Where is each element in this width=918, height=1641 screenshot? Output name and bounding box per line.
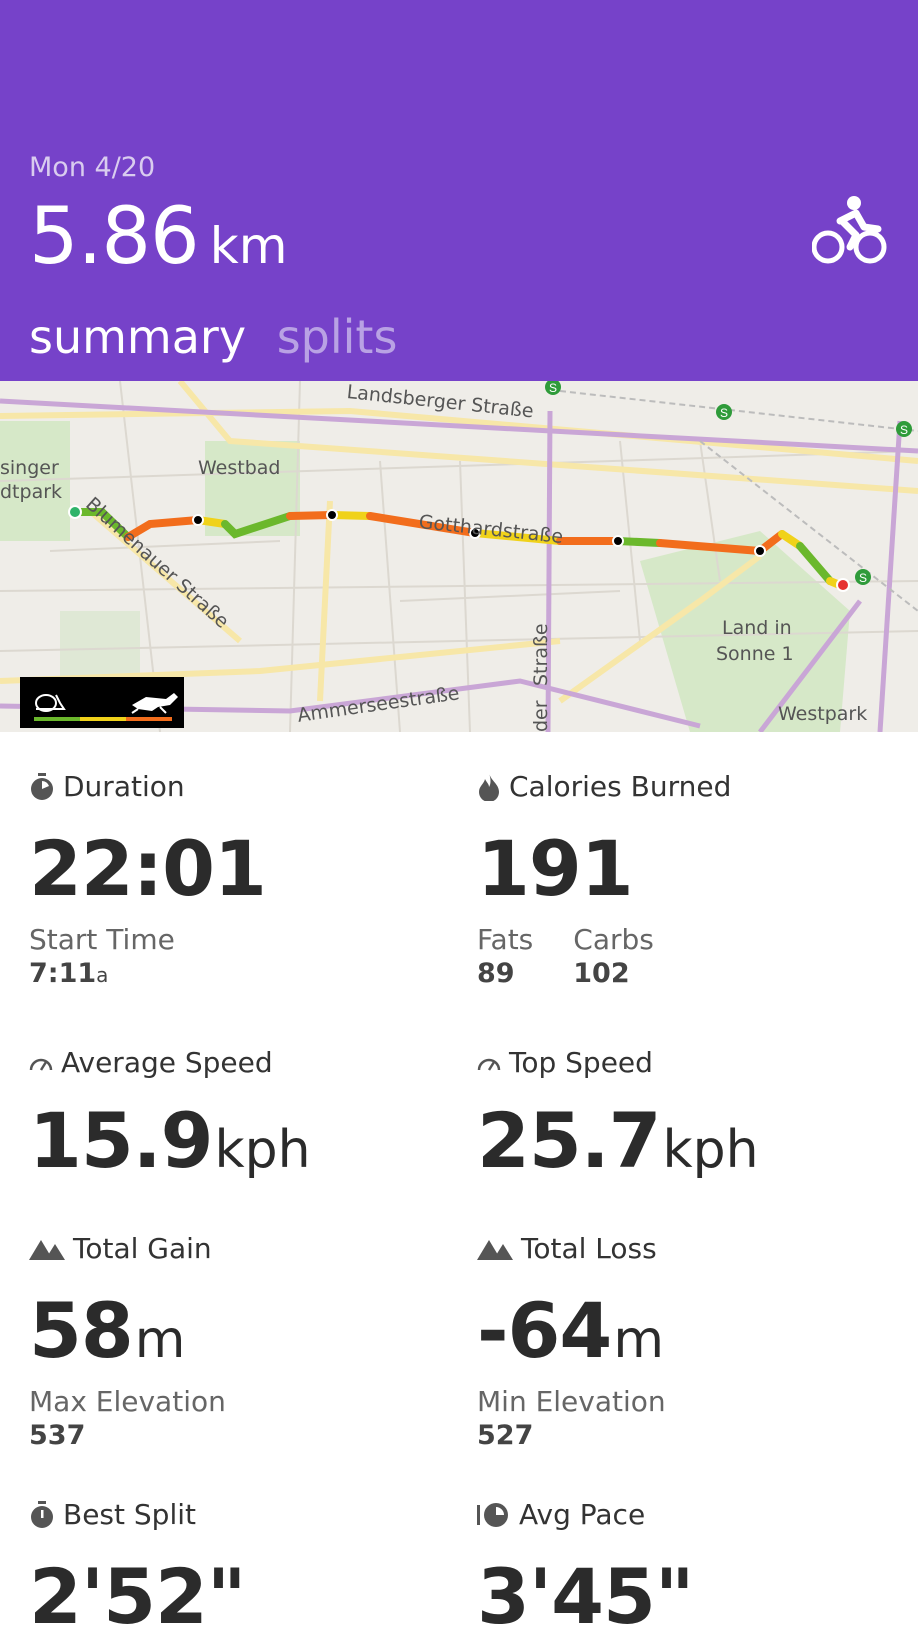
sbahn-stations: S S S S xyxy=(545,381,912,585)
rail-tracks xyxy=(559,390,918,612)
top-speed-label: Top Speed xyxy=(509,1046,653,1079)
carbs-value: 102 xyxy=(573,958,630,989)
duration-value: 22:01 xyxy=(29,824,267,913)
stat-total-gain: Total Gain 58m Max Elevation 537 xyxy=(29,1232,449,1451)
distance-value: 5.86 xyxy=(29,192,200,282)
map-label-land-in: Land in xyxy=(722,617,792,639)
stopwatch-icon xyxy=(31,1500,53,1528)
total-loss-value: -64 xyxy=(477,1286,612,1375)
fats-label: Fats xyxy=(477,923,534,956)
map-label-westbad: Westbad xyxy=(198,457,281,479)
map-label-singer: singer xyxy=(0,457,59,479)
stat-average-speed: Average Speed 15.9kph xyxy=(29,1046,449,1179)
calories-value: 191 xyxy=(477,824,634,913)
map-canvas: S S S S xyxy=(0,381,918,732)
route-path xyxy=(72,508,846,590)
avg-pace-label: Avg Pace xyxy=(519,1498,646,1531)
total-gain-label: Total Gain xyxy=(73,1232,212,1265)
start-time-suffix: a xyxy=(96,963,109,987)
map-label-westpark: Westpark xyxy=(778,703,868,725)
map-label-der: der xyxy=(530,700,552,732)
map-label-sonne: Sonne 1 xyxy=(716,643,794,665)
bike-icon xyxy=(812,196,887,264)
park-small xyxy=(60,611,140,681)
activity-date: Mon 4/20 xyxy=(29,152,156,183)
speedometer-icon xyxy=(29,1058,53,1071)
mountain-icon xyxy=(29,1239,65,1260)
stat-total-loss: Total Loss -64m Min Elevation 527 xyxy=(477,1232,897,1451)
stat-duration: Duration 22:01 Start Time 7:11a xyxy=(29,770,449,989)
stopwatch-icon xyxy=(31,772,53,800)
max-elevation-label: Max Elevation xyxy=(29,1385,226,1418)
map-label-strasse: Straße xyxy=(530,623,552,686)
calories-label: Calories Burned xyxy=(509,770,732,803)
activity-header: Mon 4/20 5.86 km summary splits xyxy=(0,0,918,381)
stats-panel: Duration 22:01 Start Time 7:11a Calories… xyxy=(0,732,918,1635)
stat-top-speed: Top Speed 25.7kph xyxy=(477,1046,897,1179)
average-speed-label: Average Speed xyxy=(61,1046,273,1079)
best-split-label: Best Split xyxy=(63,1498,196,1531)
tab-summary[interactable]: summary xyxy=(29,310,247,364)
svg-text:S: S xyxy=(900,423,908,437)
flame-icon xyxy=(479,772,499,801)
cheetah-icon xyxy=(131,693,178,714)
average-speed-value: 15.9 xyxy=(29,1096,214,1185)
route-markers xyxy=(68,505,850,592)
total-gain-value: 58 xyxy=(29,1286,134,1375)
top-speed-value: 25.7 xyxy=(477,1096,662,1185)
route-map[interactable]: S S S S xyxy=(0,381,918,732)
total-gain-unit: m xyxy=(134,1310,186,1370)
speed-legend xyxy=(20,677,184,728)
min-elevation-value: 527 xyxy=(477,1420,534,1451)
map-label-dtpark: dtpark xyxy=(0,481,63,503)
total-loss-unit: m xyxy=(613,1310,664,1370)
min-elevation-label: Min Elevation xyxy=(477,1385,666,1418)
total-loss-label: Total Loss xyxy=(521,1232,657,1265)
duration-label: Duration xyxy=(63,770,185,803)
distance-unit: km xyxy=(209,217,288,275)
best-split-value: 2'52" xyxy=(29,1552,247,1641)
top-speed-unit: kph xyxy=(662,1120,759,1180)
speed-legend-graphic xyxy=(34,693,178,721)
view-tabs: summary splits xyxy=(29,310,397,364)
start-time-label: Start Time xyxy=(29,923,175,956)
stat-best-split: Best Split 2'52" xyxy=(29,1498,449,1635)
svg-text:S: S xyxy=(720,406,728,420)
avg-pace-value: 3'45" xyxy=(477,1552,695,1641)
speedometer-icon xyxy=(477,1058,501,1071)
pace-icon xyxy=(477,1502,508,1527)
max-elevation-value: 537 xyxy=(29,1420,86,1451)
svg-text:S: S xyxy=(549,381,557,395)
snail-icon xyxy=(35,694,66,712)
stat-calories: Calories Burned 191 Fats 89 Carbs 102 xyxy=(477,770,897,989)
mountain-icon xyxy=(477,1239,513,1260)
average-speed-unit: kph xyxy=(214,1120,311,1180)
start-time-value: 7:11 xyxy=(29,958,97,989)
stat-avg-pace: Avg Pace 3'45" xyxy=(477,1498,897,1635)
fats-value: 89 xyxy=(477,958,515,989)
carbs-label: Carbs xyxy=(573,923,654,956)
svg-text:S: S xyxy=(859,571,867,585)
tab-splits[interactable]: splits xyxy=(276,310,398,364)
distance-display: 5.86 km xyxy=(29,192,287,282)
